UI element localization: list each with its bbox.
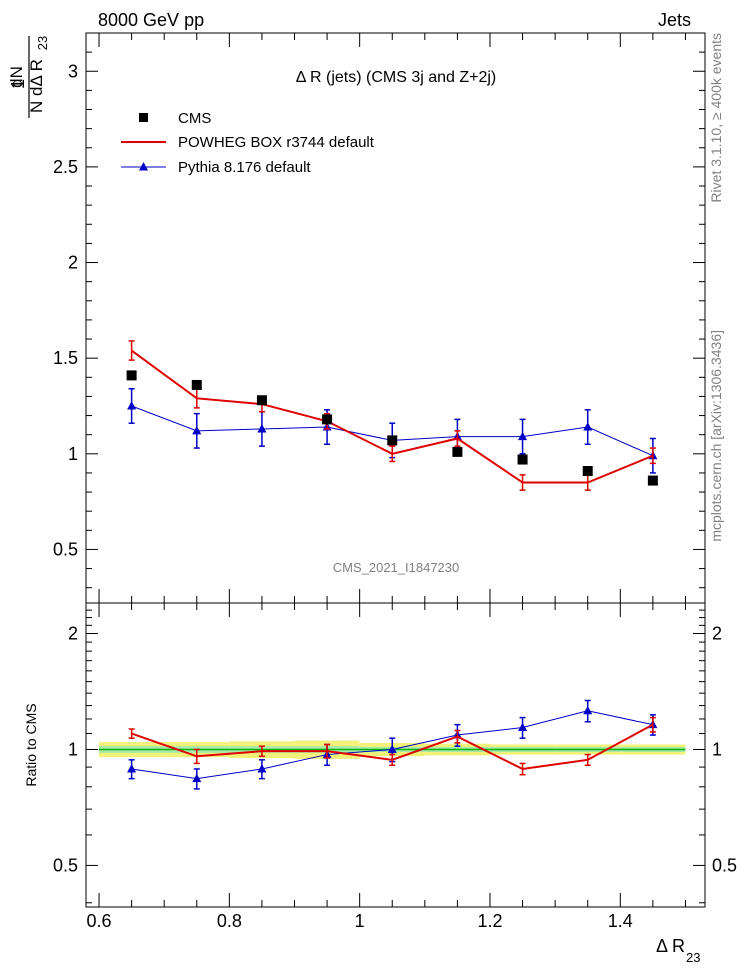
rivet-label: Rivet 3.1.10, ≥ 400k events <box>708 33 724 203</box>
xlabel-subscript: 23 <box>686 950 700 965</box>
ratio-ytick-label-right: 2 <box>712 624 722 644</box>
ratio-pythia-point <box>127 763 137 773</box>
x-tick-label: 1.4 <box>608 911 633 931</box>
pythia-point <box>583 422 593 431</box>
ylabel-numerator: dN <box>7 66 26 88</box>
ratio-pythia-point <box>518 722 528 732</box>
x-tick-label: 1 <box>355 911 365 931</box>
legend-pythia-label: Pythia 8.176 default <box>178 159 311 176</box>
cms-point <box>256 395 267 406</box>
pythia-point <box>192 425 202 435</box>
main-series <box>126 340 658 491</box>
x-tick-label: 0.8 <box>217 911 242 931</box>
pythia-point <box>518 431 528 441</box>
ratio-y-ticks: 0.5 0.5 1 1 2 2 <box>53 609 737 904</box>
pythia-point <box>127 400 137 410</box>
ratio-ytick-label-left: 2 <box>68 624 78 644</box>
main-title: Δ R (jets) (CMS 3j and Z+2j) <box>296 69 497 86</box>
x-tick-label: 1.2 <box>477 911 502 931</box>
powheg-line <box>131 349 654 484</box>
cms-point <box>126 370 137 381</box>
ylabel-subscript: 23 <box>35 36 50 50</box>
cms-point <box>191 379 202 390</box>
watermark: CMS_2021_I1847230 <box>333 560 460 575</box>
main-ytick-label: 3 <box>68 61 78 81</box>
main-ylabel: 1 dN N dΔ R 23 <box>7 36 50 118</box>
cms-point <box>387 435 398 446</box>
ratio-ytick-label-left: 1 <box>68 739 78 759</box>
legend-cms-label: CMS <box>178 110 211 127</box>
ratio-ytick-label-right: 1 <box>712 739 722 759</box>
ratio-series <box>127 699 658 790</box>
ylabel-one: 1 <box>8 79 28 89</box>
ratio-ylabel: Ratio to CMS <box>23 703 39 786</box>
main-ytick-label: 1.5 <box>53 348 78 368</box>
legend-cms-marker <box>139 113 148 122</box>
cms-point <box>452 446 463 457</box>
x-axis-ticks: 0.6 0.8 1 1.2 1.4 <box>87 33 686 931</box>
main-ytick-label: 2.5 <box>53 157 78 177</box>
x-tick-label: 0.6 <box>87 911 112 931</box>
ratio-pythia-point <box>583 705 593 715</box>
ratio-pythia-point <box>257 763 267 773</box>
xlabel-main: Δ R <box>656 936 685 956</box>
ylabel-denominator: N dΔ R <box>27 59 46 113</box>
main-ytick-label: 0.5 <box>53 539 78 559</box>
x-axis-label: Δ R 23 <box>656 936 701 965</box>
legend-powheg-label: POWHEG BOX r3744 default <box>178 134 375 151</box>
ratio-pythia-point <box>387 744 397 753</box>
cms-point <box>517 454 528 465</box>
ratio-panel: 0.5 0.5 1 1 2 2 Ratio to CMS <box>23 602 737 908</box>
mcplots-label: mcplots.cern.ch [arXiv:1306.3436] <box>708 330 724 542</box>
main-panel: 0.5 1 1.5 2 2.5 3 Δ R (jets) (CMS 3j and Z+2j… <box>53 32 706 604</box>
legend: CMS POWHEG BOX r3744 default Pythia 8.17… <box>121 110 375 176</box>
pythia-point <box>257 423 267 433</box>
header-energy: 8000 GeV pp <box>98 10 204 30</box>
legend-pythia-marker <box>139 162 148 171</box>
ratio-plot-frame <box>85 602 706 908</box>
cms-point <box>582 466 593 477</box>
ratio-pythia-point <box>192 773 202 783</box>
main-y-ticks: 0.5 1 1.5 2 2.5 3 <box>53 32 705 589</box>
cms-point <box>647 475 658 486</box>
main-ytick-label: 1 <box>68 444 78 464</box>
cms-point <box>322 414 333 425</box>
ratio-ytick-label-right: 0.5 <box>712 855 737 875</box>
header-process: Jets <box>658 10 691 30</box>
main-ytick-label: 2 <box>68 253 78 273</box>
ratio-ytick-label-left: 0.5 <box>53 855 78 875</box>
